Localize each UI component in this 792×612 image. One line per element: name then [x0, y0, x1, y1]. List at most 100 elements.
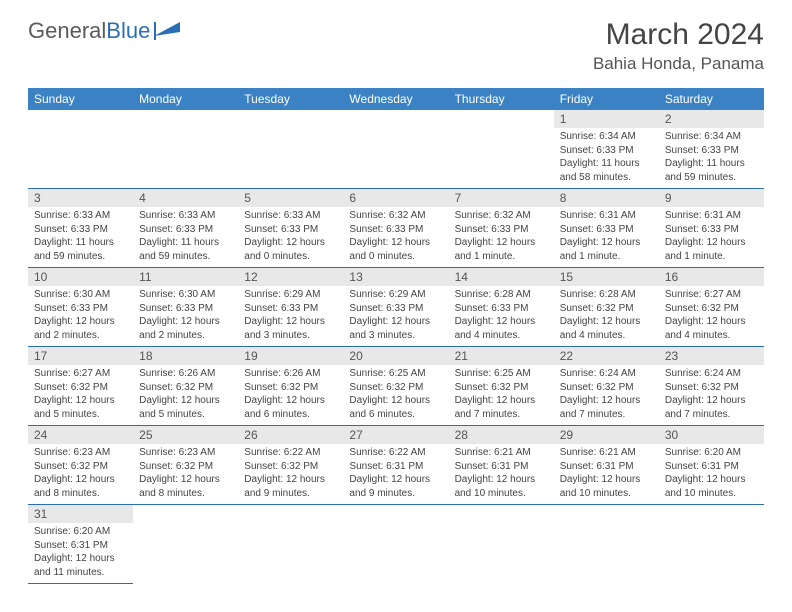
daylight-line: Daylight: 12 hours and 4 minutes. [665, 315, 758, 342]
calendar-cell: 17Sunrise: 6:27 AMSunset: 6:32 PMDayligh… [28, 347, 133, 426]
day-number: 18 [133, 347, 238, 365]
sunset-line: Sunset: 6:32 PM [665, 302, 758, 316]
weekday-header: Sunday [28, 88, 133, 110]
sunrise-line: Sunrise: 6:21 AM [455, 446, 548, 460]
day-number: 16 [659, 268, 764, 286]
calendar-cell: 28Sunrise: 6:21 AMSunset: 6:31 PMDayligh… [449, 426, 554, 505]
sunrise-line: Sunrise: 6:29 AM [349, 288, 442, 302]
day-info: Sunrise: 6:26 AMSunset: 6:32 PMDaylight:… [133, 365, 238, 425]
sunrise-line: Sunrise: 6:24 AM [560, 367, 653, 381]
sunset-line: Sunset: 6:32 PM [665, 381, 758, 395]
title-block: March 2024 Bahia Honda, Panama [593, 18, 764, 74]
calendar-cell [133, 505, 238, 584]
sunset-line: Sunset: 6:31 PM [34, 539, 127, 553]
calendar-cell: 3Sunrise: 6:33 AMSunset: 6:33 PMDaylight… [28, 189, 133, 268]
calendar-cell: 21Sunrise: 6:25 AMSunset: 6:32 PMDayligh… [449, 347, 554, 426]
sunset-line: Sunset: 6:31 PM [455, 460, 548, 474]
daylight-line: Daylight: 12 hours and 10 minutes. [560, 473, 653, 500]
daylight-line: Daylight: 12 hours and 8 minutes. [34, 473, 127, 500]
sunrise-line: Sunrise: 6:34 AM [560, 130, 653, 144]
sunrise-line: Sunrise: 6:23 AM [139, 446, 232, 460]
sunset-line: Sunset: 6:33 PM [34, 302, 127, 316]
sunset-line: Sunset: 6:33 PM [665, 223, 758, 237]
sunrise-line: Sunrise: 6:20 AM [34, 525, 127, 539]
sunrise-line: Sunrise: 6:24 AM [665, 367, 758, 381]
daylight-line: Daylight: 11 hours and 58 minutes. [560, 157, 653, 184]
day-info: Sunrise: 6:26 AMSunset: 6:32 PMDaylight:… [238, 365, 343, 425]
day-info: Sunrise: 6:20 AMSunset: 6:31 PMDaylight:… [659, 444, 764, 504]
calendar-cell [133, 110, 238, 189]
calendar-cell: 15Sunrise: 6:28 AMSunset: 6:32 PMDayligh… [554, 268, 659, 347]
day-number: 5 [238, 189, 343, 207]
day-info: Sunrise: 6:31 AMSunset: 6:33 PMDaylight:… [659, 207, 764, 267]
day-info: Sunrise: 6:24 AMSunset: 6:32 PMDaylight:… [659, 365, 764, 425]
sunrise-line: Sunrise: 6:25 AM [349, 367, 442, 381]
day-info: Sunrise: 6:33 AMSunset: 6:33 PMDaylight:… [238, 207, 343, 267]
day-info: Sunrise: 6:23 AMSunset: 6:32 PMDaylight:… [28, 444, 133, 504]
sunrise-line: Sunrise: 6:31 AM [665, 209, 758, 223]
day-number: 6 [343, 189, 448, 207]
calendar-cell: 18Sunrise: 6:26 AMSunset: 6:32 PMDayligh… [133, 347, 238, 426]
day-info: Sunrise: 6:25 AMSunset: 6:32 PMDaylight:… [449, 365, 554, 425]
daylight-line: Daylight: 12 hours and 9 minutes. [349, 473, 442, 500]
calendar-cell [343, 110, 448, 189]
calendar-cell: 26Sunrise: 6:22 AMSunset: 6:32 PMDayligh… [238, 426, 343, 505]
daylight-line: Daylight: 12 hours and 0 minutes. [349, 236, 442, 263]
calendar-cell [449, 505, 554, 584]
day-info: Sunrise: 6:30 AMSunset: 6:33 PMDaylight:… [133, 286, 238, 346]
calendar-cell: 31Sunrise: 6:20 AMSunset: 6:31 PMDayligh… [28, 505, 133, 584]
daylight-line: Daylight: 12 hours and 1 minute. [455, 236, 548, 263]
day-info: Sunrise: 6:20 AMSunset: 6:31 PMDaylight:… [28, 523, 133, 583]
daylight-line: Daylight: 12 hours and 7 minutes. [665, 394, 758, 421]
sunrise-line: Sunrise: 6:33 AM [244, 209, 337, 223]
calendar-cell: 2Sunrise: 6:34 AMSunset: 6:33 PMDaylight… [659, 110, 764, 189]
day-number: 25 [133, 426, 238, 444]
sunrise-line: Sunrise: 6:32 AM [455, 209, 548, 223]
calendar-cell: 5Sunrise: 6:33 AMSunset: 6:33 PMDaylight… [238, 189, 343, 268]
logo-flag-icon [154, 22, 180, 40]
day-info: Sunrise: 6:25 AMSunset: 6:32 PMDaylight:… [343, 365, 448, 425]
sunrise-line: Sunrise: 6:30 AM [34, 288, 127, 302]
calendar-cell: 27Sunrise: 6:22 AMSunset: 6:31 PMDayligh… [343, 426, 448, 505]
day-info: Sunrise: 6:30 AMSunset: 6:33 PMDaylight:… [28, 286, 133, 346]
daylight-line: Daylight: 12 hours and 2 minutes. [34, 315, 127, 342]
daylight-line: Daylight: 12 hours and 2 minutes. [139, 315, 232, 342]
sunset-line: Sunset: 6:33 PM [455, 223, 548, 237]
calendar-cell: 7Sunrise: 6:32 AMSunset: 6:33 PMDaylight… [449, 189, 554, 268]
calendar-cell: 13Sunrise: 6:29 AMSunset: 6:33 PMDayligh… [343, 268, 448, 347]
day-info: Sunrise: 6:28 AMSunset: 6:32 PMDaylight:… [554, 286, 659, 346]
sunrise-line: Sunrise: 6:22 AM [244, 446, 337, 460]
sunset-line: Sunset: 6:33 PM [560, 144, 653, 158]
day-info: Sunrise: 6:22 AMSunset: 6:31 PMDaylight:… [343, 444, 448, 504]
day-number: 19 [238, 347, 343, 365]
daylight-line: Daylight: 12 hours and 7 minutes. [455, 394, 548, 421]
day-number: 14 [449, 268, 554, 286]
day-number: 2 [659, 110, 764, 128]
calendar-cell: 6Sunrise: 6:32 AMSunset: 6:33 PMDaylight… [343, 189, 448, 268]
sunset-line: Sunset: 6:33 PM [34, 223, 127, 237]
day-info: Sunrise: 6:22 AMSunset: 6:32 PMDaylight:… [238, 444, 343, 504]
weekday-header: Thursday [449, 88, 554, 110]
sunrise-line: Sunrise: 6:31 AM [560, 209, 653, 223]
daylight-line: Daylight: 12 hours and 7 minutes. [560, 394, 653, 421]
sunset-line: Sunset: 6:32 PM [244, 381, 337, 395]
sunrise-line: Sunrise: 6:23 AM [34, 446, 127, 460]
daylight-line: Daylight: 11 hours and 59 minutes. [139, 236, 232, 263]
daylight-line: Daylight: 12 hours and 0 minutes. [244, 236, 337, 263]
daylight-line: Daylight: 12 hours and 1 minute. [665, 236, 758, 263]
calendar-cell: 1Sunrise: 6:34 AMSunset: 6:33 PMDaylight… [554, 110, 659, 189]
sunrise-line: Sunrise: 6:29 AM [244, 288, 337, 302]
sunset-line: Sunset: 6:33 PM [455, 302, 548, 316]
day-number: 21 [449, 347, 554, 365]
weekday-header: Monday [133, 88, 238, 110]
sunset-line: Sunset: 6:32 PM [139, 460, 232, 474]
daylight-line: Daylight: 12 hours and 3 minutes. [244, 315, 337, 342]
calendar-cell: 4Sunrise: 6:33 AMSunset: 6:33 PMDaylight… [133, 189, 238, 268]
daylight-line: Daylight: 12 hours and 10 minutes. [665, 473, 758, 500]
day-info: Sunrise: 6:32 AMSunset: 6:33 PMDaylight:… [343, 207, 448, 267]
day-info: Sunrise: 6:23 AMSunset: 6:32 PMDaylight:… [133, 444, 238, 504]
sunset-line: Sunset: 6:31 PM [665, 460, 758, 474]
sunset-line: Sunset: 6:32 PM [560, 381, 653, 395]
calendar-cell [343, 505, 448, 584]
day-number: 8 [554, 189, 659, 207]
